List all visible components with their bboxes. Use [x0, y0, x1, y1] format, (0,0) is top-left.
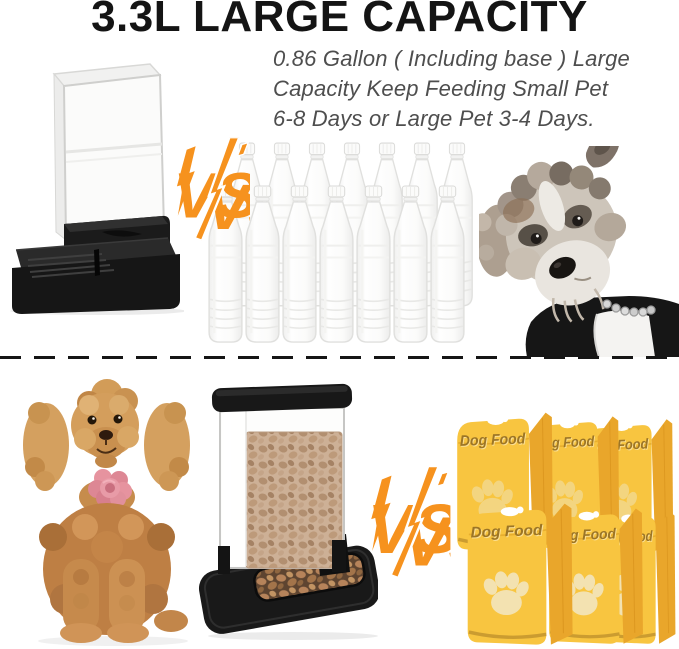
- water-bottle: [390, 184, 431, 348]
- vs-badge-bottom-icon: [360, 466, 452, 578]
- dog-food-bags-group: Dog Food Dog Food Dog Food Dog Food: [0, 360, 679, 649]
- feeder-lid: [211, 383, 353, 413]
- bag-label: Dog Food: [470, 522, 543, 541]
- page-title: 3.3L LARGE CAPACITY: [91, 0, 588, 41]
- bag-label: Dog Food: [460, 431, 527, 450]
- chain-collar: [602, 299, 656, 317]
- schnauzer-puppy-photo: [473, 132, 679, 358]
- food-dispenser-image: [198, 380, 380, 642]
- water-bottle: [427, 184, 468, 348]
- water-bottle: [316, 184, 357, 348]
- toy-poodle-photo: [15, 377, 210, 649]
- subtitle-line-3: 6-8 Days or Large Pet 3-4 Days.: [273, 106, 595, 131]
- dashed-divider: [0, 356, 679, 359]
- subtitle-line-1: 0.86 Gallon ( Including base ) Large: [273, 46, 630, 71]
- water-dispenser-image: [2, 54, 186, 316]
- subtitle-line-2: Capacity Keep Feeding Small Pet: [273, 76, 609, 101]
- svg-text:Dog Food: Dog Food: [461, 432, 528, 451]
- food-dispenser-drawing: [198, 383, 380, 640]
- water-dispenser-drawing: [10, 63, 186, 315]
- schnauzer-drawing: [473, 132, 679, 358]
- water-bottle: [353, 184, 394, 348]
- poodle-drawing: [23, 379, 190, 646]
- head: [473, 132, 627, 323]
- dog-food-bag-drawing: Dog Food Dog Food: [467, 503, 573, 645]
- dog-food-bag: Dog Food Dog Food: [462, 498, 576, 648]
- paw-print-icon: [483, 571, 529, 616]
- vs-badge-top-icon: [168, 129, 250, 249]
- svg-text:Dog Food: Dog Food: [471, 523, 544, 542]
- subtitle: 0.86 Gallon ( Including base ) Large Cap…: [273, 44, 663, 134]
- water-bottle: [279, 184, 320, 348]
- collar-flower: [88, 469, 132, 507]
